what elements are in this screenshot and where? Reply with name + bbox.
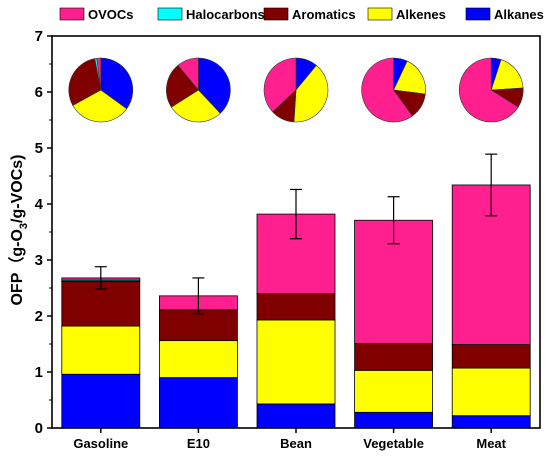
x-tick-label: Gasoline (73, 436, 128, 451)
legend-label-aromatics: Aromatics (292, 7, 356, 22)
x-tick-label: Meat (476, 436, 506, 451)
legend-swatch-halocarbons (157, 7, 183, 21)
bar-alkenes-gasoline (61, 325, 141, 375)
pie-slice-ovocs-meat (458, 57, 519, 123)
bar-aromatics-vegetable (354, 343, 434, 371)
pie-slice-ovocs-e10 (177, 57, 199, 91)
pie-slice-alkenes-meat (490, 59, 524, 91)
y-tick-label: 3 (35, 252, 43, 269)
error-bars (94, 153, 498, 315)
pie-slice-ovocs-vegetable (361, 57, 413, 123)
bar-alkanes-gasoline (61, 373, 141, 429)
axes: Gasoline E10 Bean Vegetable Meat 0 1 2 3 4 5 6 7 (35, 28, 541, 451)
pie-slice-ovocs-bean (263, 57, 297, 113)
legend-label-alkanes: Alkanes (494, 7, 544, 22)
bar-alkanes-vegetable (354, 411, 434, 429)
bar-aromatics-bean (256, 293, 336, 321)
pie-slice-ovocs-gasoline (96, 57, 102, 91)
bar-aromatics-meat (451, 344, 531, 369)
pie-charts (68, 57, 524, 123)
legend-label-halocarbons: Halocarbons (186, 7, 265, 22)
legend-swatch-alkanes (465, 7, 491, 21)
y-axis-label: OFP（g-O3/g-VOCs) (8, 154, 30, 305)
legend-label-alkenes: Alkenes (396, 7, 446, 22)
y-tick-label: 1 (35, 364, 43, 381)
pie-slice-alkenes-gasoline (72, 89, 128, 123)
bar-alkenes-vegetable (354, 369, 434, 413)
bar-alkanes-meat (451, 415, 531, 429)
legend-label-ovocs: OVOCs (88, 7, 134, 22)
bars (61, 184, 531, 429)
y-tick-label: 2 (35, 308, 43, 325)
bar-alkenes-e10 (158, 340, 238, 379)
legend-swatch-alkenes (367, 7, 393, 21)
y-tick-label: 0 (35, 420, 43, 437)
bar-aromatics-gasoline (61, 280, 141, 327)
x-tick-label: E10 (187, 436, 210, 451)
bar-aromatics-e10 (158, 309, 238, 342)
pie-slice-alkenes-vegetable (393, 60, 426, 95)
pie-slice-alkenes-e10 (170, 89, 221, 123)
legend-swatch-ovocs (59, 7, 85, 21)
pie-slice-alkanes-gasoline (100, 57, 134, 110)
x-tick-label: Vegetable (363, 436, 424, 451)
x-tick-label: Bean (280, 436, 312, 451)
pie-slice-aromatics-gasoline (68, 58, 102, 106)
bar-alkenes-bean (256, 319, 336, 405)
y-tick-label: 7 (35, 28, 43, 45)
y-tick-label: 4 (35, 196, 44, 213)
pie-slice-alkanes-e10 (198, 57, 231, 114)
bar-alkanes-e10 (158, 377, 238, 429)
plot-frame (51, 35, 541, 429)
bar-alkanes-bean (256, 403, 336, 429)
pie-slice-aromatics-e10 (166, 64, 199, 108)
bar-alkenes-meat (451, 367, 531, 417)
y-tick-label: 5 (35, 140, 43, 157)
y-tick-label: 6 (35, 84, 43, 101)
legend-swatch-aromatics (263, 7, 289, 21)
pie-slice-alkenes-bean (293, 64, 329, 123)
legend: OVOCs Halocarbons Aromatics Alkenes Alkanes (59, 7, 544, 22)
